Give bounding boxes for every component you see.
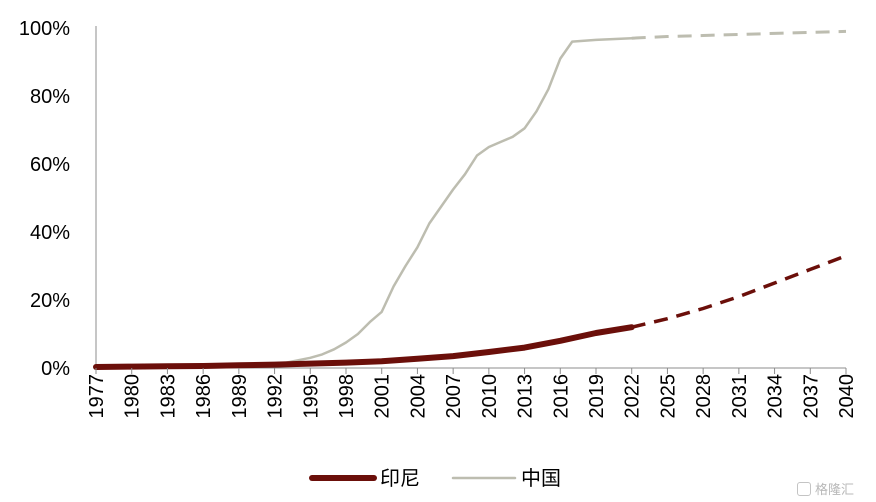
x-tick-label: 2013: [515, 374, 537, 419]
series-china-forecast-line: [631, 29, 847, 40]
x-tick-label: 2034: [765, 374, 787, 419]
y-tick-label: 60%: [30, 154, 70, 176]
series-china-actual-line: [94, 36, 633, 369]
x-tick-label: 2007: [443, 374, 465, 419]
axes: [95, 26, 846, 369]
watermark: 格隆汇: [796, 479, 854, 498]
x-tick-label: 2037: [800, 374, 822, 419]
y-tick-label: 100%: [19, 18, 70, 40]
x-tick-label: 2040: [836, 374, 858, 419]
y-tick-label: 80%: [30, 86, 70, 108]
watermark-text: 格隆汇: [814, 483, 854, 498]
x-tick-label: 2001: [372, 374, 394, 419]
series-lines: [93, 29, 847, 370]
x-tick-label: 1977: [86, 374, 108, 419]
series-indonesia-forecast-line: [631, 254, 847, 329]
y-tick-label: 0%: [41, 358, 70, 380]
x-tick-label: 2028: [693, 374, 715, 419]
legend: 印尼 中国: [309, 466, 561, 490]
x-tick-label: 1989: [229, 374, 251, 419]
watermark-logo-icon: [796, 481, 811, 496]
x-tick-label: 1995: [300, 374, 322, 419]
x-tick-label: 1998: [336, 374, 358, 419]
x-tick-label: 2025: [657, 374, 679, 419]
x-axis-ticks: 1977 1980 1983 1986 1989 1992 1995 1998 2001 2004…: [86, 368, 858, 419]
x-tick-label: 2019: [586, 374, 608, 419]
x-tick-label: 1986: [193, 374, 215, 419]
x-tick-label: 1980: [122, 374, 144, 419]
x-tick-label: 1992: [265, 374, 287, 419]
x-tick-label: 2022: [622, 374, 644, 419]
legend-label: 印尼: [380, 466, 420, 490]
y-tick-label: 40%: [30, 222, 70, 244]
legend-item-china: 中国: [451, 466, 561, 490]
y-tick-label: 20%: [30, 290, 70, 312]
legend-item-indonesia: 印尼: [309, 466, 420, 490]
legend-label: 中国: [521, 466, 561, 490]
x-tick-label: 2016: [550, 374, 572, 419]
x-tick-label: 2004: [407, 374, 429, 419]
x-tick-label: 2031: [729, 374, 751, 419]
y-axis-ticks: 0% 20% 40% 60% 80% 100%: [19, 18, 70, 380]
x-tick-label: 2010: [479, 374, 501, 419]
series-indonesia-actual-line: [93, 324, 635, 370]
x-tick-label: 1983: [157, 374, 179, 419]
